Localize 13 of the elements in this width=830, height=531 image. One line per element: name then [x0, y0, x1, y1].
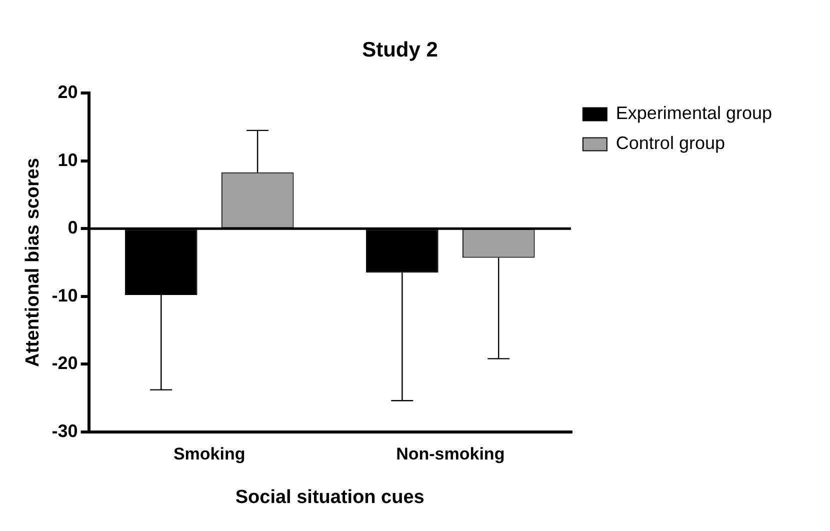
y-tick-label: -10 [52, 285, 78, 306]
x-axis-title: Social situation cues [235, 486, 424, 508]
y-tick-label: 20 [58, 82, 78, 102]
x-tick-label: Non-smoking [396, 444, 505, 464]
x-tick-label: Smoking [173, 444, 246, 464]
legend-label: Control group [616, 133, 725, 154]
legend-label: Experimental group [616, 103, 772, 124]
y-tick-label: 10 [58, 150, 78, 170]
chart-title: Study 2 [362, 38, 438, 62]
y-tick-label: -20 [52, 353, 78, 374]
y-tick-label: 0 [68, 218, 78, 238]
y-axis-title: Attentional bias scores [22, 158, 44, 368]
y-tick-label: -30 [52, 420, 78, 441]
